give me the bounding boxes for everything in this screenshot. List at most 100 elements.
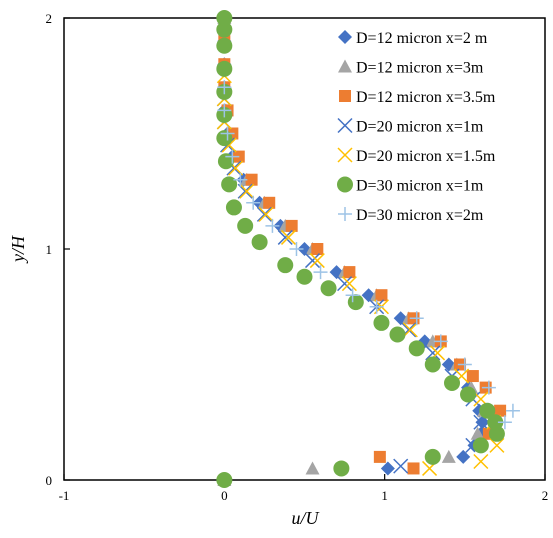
data-point xyxy=(424,448,441,465)
data-point xyxy=(216,21,233,38)
data-point xyxy=(285,219,298,232)
data-point xyxy=(337,276,353,292)
data-point xyxy=(424,356,441,373)
data-point xyxy=(407,462,420,475)
legend-item: D=30 micron x=2m xyxy=(338,207,484,224)
data-point xyxy=(221,176,238,193)
data-point xyxy=(280,229,296,245)
legend-marker xyxy=(338,59,352,73)
data-point xyxy=(402,322,418,338)
legend-label: D=30 micron x=1m xyxy=(356,178,484,195)
data-point xyxy=(441,449,456,463)
data-point xyxy=(460,386,477,403)
data-point xyxy=(220,126,235,141)
data-point xyxy=(375,289,388,302)
data-point xyxy=(217,103,232,118)
data-point xyxy=(239,183,255,199)
y-tick-label: 2 xyxy=(46,11,53,26)
data-point xyxy=(343,266,356,279)
axis-ticks: -1 0 1 2 0 1 2 xyxy=(46,11,549,503)
data-point xyxy=(472,437,489,454)
data-point xyxy=(216,10,233,26)
legend-label: D=12 micron x=3m xyxy=(356,60,484,77)
data-point xyxy=(409,311,424,326)
legend-label: D=20 micron x=1.5m xyxy=(356,148,496,165)
legend-item: D=12 micron x=3.5m xyxy=(339,89,496,106)
data-point xyxy=(258,206,274,222)
data-point xyxy=(256,206,272,222)
data-point xyxy=(487,414,504,431)
legend-label: D=30 micron x=2m xyxy=(356,207,484,224)
data-point xyxy=(408,340,425,357)
legend-label: D=12 micron x=3.5m xyxy=(356,89,496,106)
data-point xyxy=(217,80,232,95)
y-tick-label: 1 xyxy=(46,242,53,257)
data-point xyxy=(320,280,337,297)
data-point xyxy=(380,461,395,476)
x-tick-label: 0 xyxy=(221,488,228,503)
data-point xyxy=(216,37,233,54)
data-point xyxy=(347,294,364,311)
series-7 xyxy=(217,80,520,430)
legend-marker xyxy=(339,90,351,102)
data-point xyxy=(225,149,240,164)
data-point xyxy=(304,253,321,269)
data-point xyxy=(489,437,505,453)
data-point xyxy=(289,242,304,256)
data-point xyxy=(433,334,448,349)
data-point xyxy=(494,404,507,417)
legend-marker xyxy=(337,117,353,134)
legend-item: D=12 micron x=3m xyxy=(338,59,484,77)
data-point xyxy=(313,265,328,280)
data-point xyxy=(309,253,325,269)
data-point xyxy=(389,326,406,343)
data-point xyxy=(470,426,485,440)
x-axis-title: u/U xyxy=(292,508,320,528)
y-tick-label: 0 xyxy=(46,473,53,488)
x-tick-label: 1 xyxy=(381,488,388,503)
data-point xyxy=(341,276,357,292)
data-point xyxy=(233,172,248,187)
data-point xyxy=(473,453,489,470)
data-point xyxy=(333,460,350,477)
data-point xyxy=(217,153,234,170)
data-point xyxy=(296,268,313,285)
legend-item: D=20 micron x=1.5m xyxy=(337,147,496,165)
data-point xyxy=(246,195,261,210)
legend-item: D=30 micron x=1m xyxy=(337,176,484,195)
data-point xyxy=(265,218,280,233)
data-point xyxy=(311,243,324,255)
data-point xyxy=(251,234,268,251)
data-point xyxy=(277,229,293,245)
data-point xyxy=(479,402,496,419)
data-point xyxy=(444,374,461,391)
data-point xyxy=(216,60,233,77)
series-6 xyxy=(216,10,505,488)
data-point xyxy=(393,458,409,474)
data-point xyxy=(475,415,490,430)
legend-marker xyxy=(338,207,352,221)
data-point xyxy=(263,196,276,209)
series-layer xyxy=(216,10,520,488)
data-point xyxy=(373,314,390,331)
data-point xyxy=(456,449,471,464)
x-tick-label: -1 xyxy=(59,488,70,503)
data-point xyxy=(237,217,254,234)
data-point xyxy=(305,461,320,475)
data-point xyxy=(497,415,512,430)
data-point xyxy=(425,345,441,361)
data-point xyxy=(277,257,294,274)
data-point xyxy=(481,380,496,395)
legend-label: D=20 micron x=1m xyxy=(356,119,484,136)
data-point xyxy=(505,403,520,418)
data-point xyxy=(466,370,479,383)
data-point xyxy=(225,199,242,216)
legend-item: D=20 micron x=1m xyxy=(337,117,484,136)
y-axis-title: y/H xyxy=(8,235,28,264)
data-point xyxy=(457,357,472,372)
data-point xyxy=(345,288,360,303)
legend-label: D=12 micron x=2 m xyxy=(356,30,488,47)
data-point xyxy=(216,130,233,147)
legend: D=12 micron x=2 m D=12 micron x=3m D=12 mi… xyxy=(337,30,496,224)
